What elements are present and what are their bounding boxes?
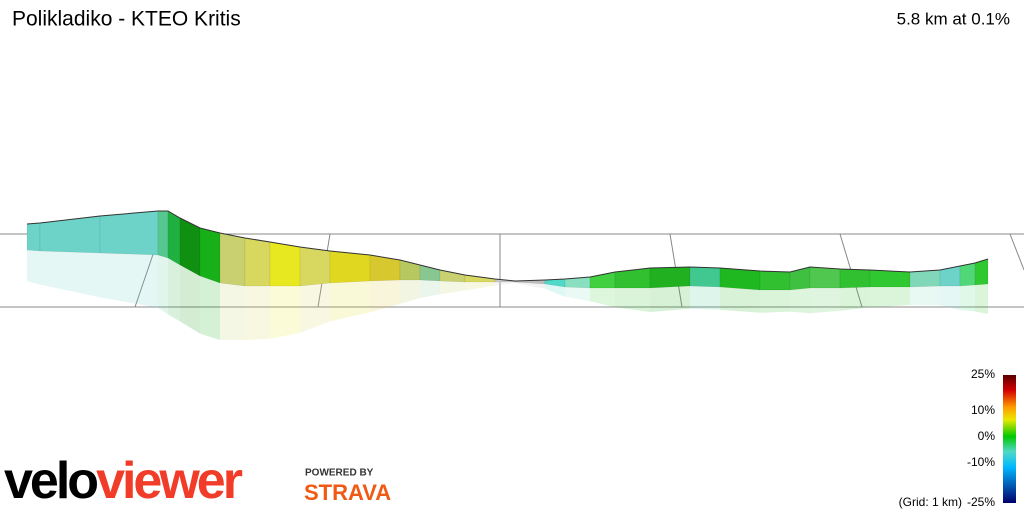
reflection (565, 287, 590, 302)
powered-by: POWERED BY (305, 468, 374, 479)
reflection (720, 287, 760, 313)
ribbon-edge (26, 210, 989, 282)
scale-label: 25% (971, 367, 995, 381)
partner-logo: STRAVA (304, 480, 391, 505)
reflection (615, 288, 650, 312)
reflection (168, 258, 180, 322)
reflection (245, 286, 270, 340)
ribbon-segment (649, 266, 691, 289)
scale-label: -10% (967, 455, 995, 469)
ribbon-segment (959, 262, 976, 287)
reflection (515, 282, 545, 289)
reflection (870, 287, 910, 308)
ribbon-segment (99, 210, 159, 256)
reflection (760, 290, 790, 313)
summary: 5.8 km at 0.1% (897, 9, 1010, 28)
scale-label: 0% (978, 429, 996, 443)
reflection (940, 286, 960, 310)
ribbon-segment (759, 270, 791, 291)
reflection (495, 282, 515, 286)
logo: veloviewer (4, 452, 243, 510)
reflection (690, 286, 720, 310)
grid-note: (Grid: 1 km) (899, 495, 962, 509)
ribbon-segment (839, 268, 871, 289)
reflection (840, 287, 870, 311)
ribbon-segment (329, 250, 371, 284)
reflection (330, 281, 370, 322)
reflection (975, 284, 988, 314)
ribbon-segment (269, 241, 301, 287)
scale-label: 10% (971, 403, 995, 417)
reflection (270, 286, 300, 339)
ribbon-segment (167, 210, 181, 266)
reflection (465, 282, 495, 291)
ribbon-segment (809, 266, 841, 289)
ribbon-segment (909, 269, 941, 288)
ribbon-segment (199, 227, 221, 284)
ribbon-segment (244, 237, 271, 287)
scale-label: -25% (967, 495, 995, 509)
logo-part: viewer (96, 452, 243, 510)
reflection (200, 276, 220, 340)
ribbon-segment (157, 210, 169, 259)
reflection (180, 265, 200, 334)
reflection (300, 283, 330, 333)
ribbon-segment (789, 266, 811, 291)
reflection (440, 281, 465, 295)
reflection (790, 288, 810, 314)
reflection (545, 284, 565, 297)
reflection (650, 286, 690, 312)
reflection (910, 286, 940, 306)
ribbon-segment (219, 232, 246, 287)
reflection (400, 280, 420, 304)
ribbon-segment (689, 266, 721, 288)
reflection (960, 285, 975, 312)
ribbon-segment (299, 246, 331, 287)
ribbon-segment (26, 222, 41, 252)
logo-part: velo (4, 452, 97, 510)
elevation-ribbon (26, 210, 989, 340)
grid-line (1009, 233, 1024, 271)
ribbon-segment (869, 269, 911, 288)
reflection (420, 280, 440, 298)
ribbon-segment (439, 269, 466, 283)
gradient-scale (1003, 375, 1016, 503)
reflection (590, 288, 615, 308)
ribbon-segment (719, 267, 761, 291)
reflection (100, 253, 158, 308)
reflection (158, 255, 168, 315)
title: Polikladiko - KTEO Kritis (12, 8, 241, 31)
reflection (810, 288, 840, 314)
reflection (370, 280, 400, 313)
reflection (40, 251, 100, 298)
reflection (27, 250, 40, 285)
reflection (220, 283, 245, 340)
